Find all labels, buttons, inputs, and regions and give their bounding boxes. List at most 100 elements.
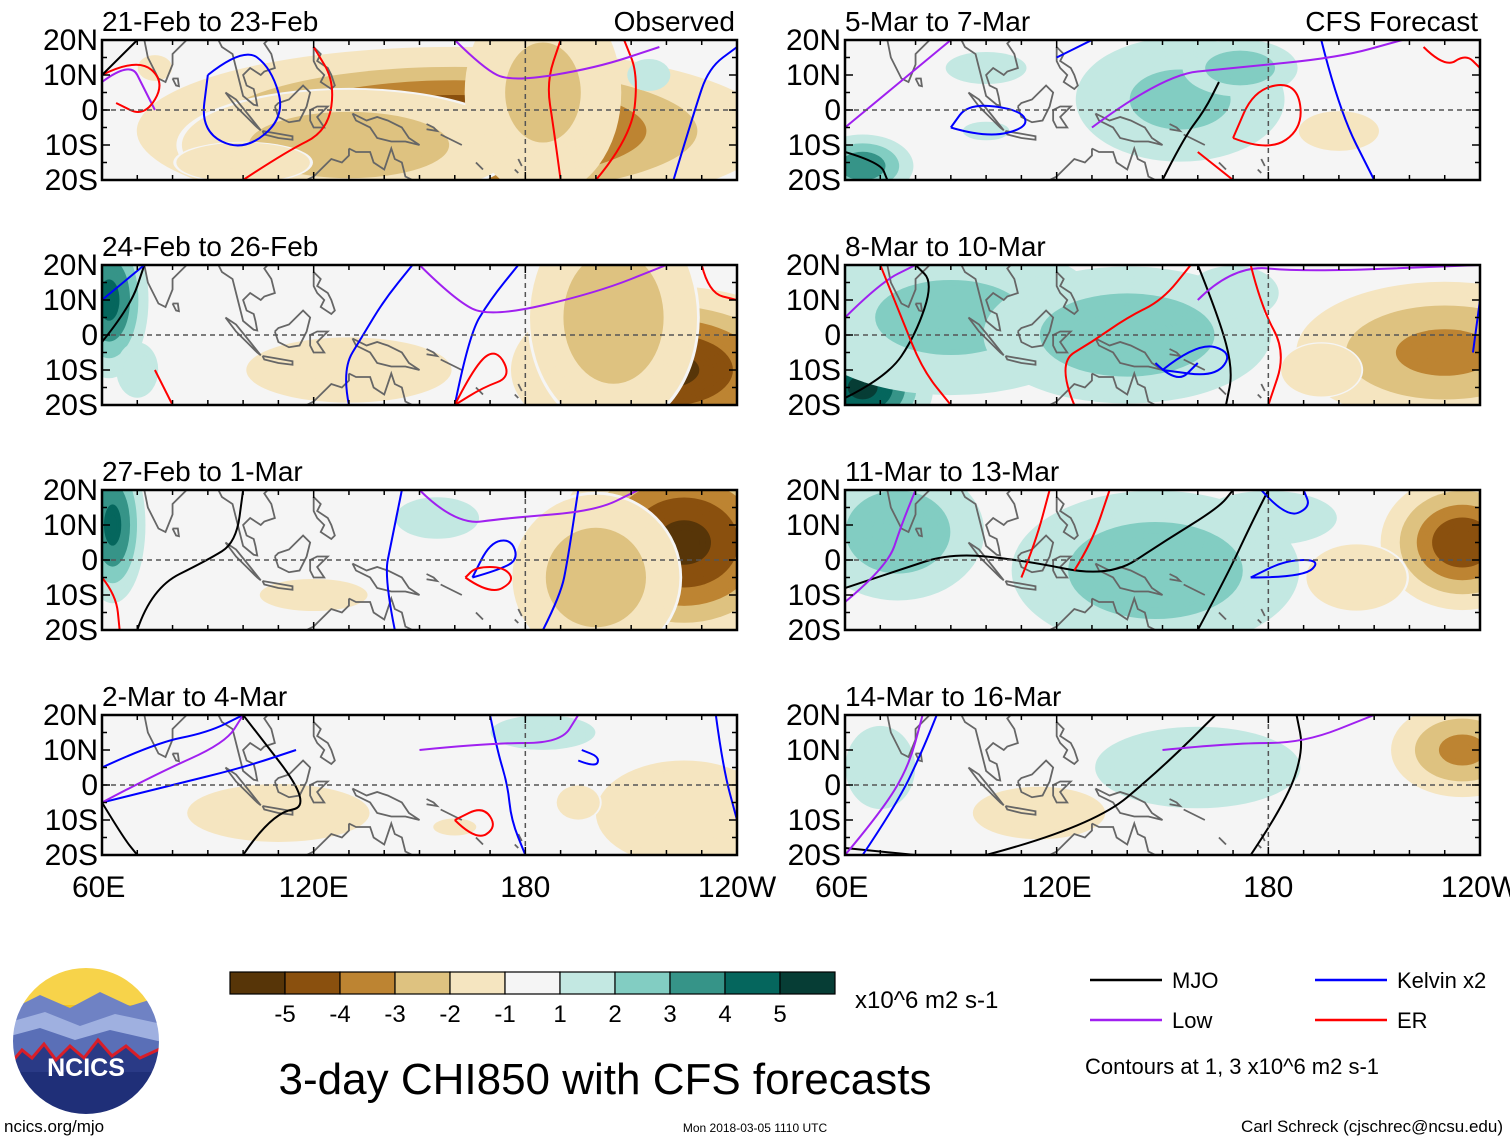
- coastline: [309, 105, 330, 129]
- colorbar-tick-label: -3: [384, 1001, 405, 1028]
- contour-line: [1250, 558, 1317, 579]
- contour-line: [845, 40, 952, 129]
- coastline: [143, 715, 189, 759]
- coastline: [475, 836, 484, 846]
- contour-line: [595, 40, 637, 180]
- coastline: [1091, 820, 1156, 855]
- contour-line: [1249, 265, 1282, 405]
- colorbar-tick-label: -2: [439, 1001, 460, 1028]
- contour-line: [714, 715, 737, 821]
- y-tick-label: 20S: [788, 614, 841, 647]
- coastline: [1260, 158, 1266, 167]
- y-tick-label: 0: [824, 769, 841, 802]
- coastline: [960, 715, 1019, 782]
- coastline: [314, 473, 318, 484]
- contour-line: [672, 46, 737, 180]
- contour-line: [1196, 265, 1232, 405]
- contour-line: [489, 715, 527, 855]
- x-tick-label: 120W: [1441, 871, 1510, 904]
- coastline: [1094, 787, 1163, 821]
- coastline: [312, 46, 336, 91]
- coastline: [1218, 836, 1227, 846]
- contour-line: [547, 40, 562, 180]
- colorbar: -5 -4 -3 -2 -1 1 2 3 4 5: [229, 971, 836, 1028]
- coastline: [1004, 130, 1037, 141]
- line-legend: MJO Kelvin x2 Low ER: [1090, 968, 1486, 1033]
- coastlines: [143, 715, 523, 855]
- coastline: [348, 145, 413, 180]
- contour-line: [845, 490, 917, 603]
- coastline: [1169, 573, 1183, 583]
- contour-line: [202, 53, 282, 147]
- coastline: [426, 348, 440, 358]
- coastlines: [886, 715, 1266, 855]
- coastline: [1047, 598, 1093, 630]
- coastline: [1017, 534, 1055, 574]
- panel-title: 24-Feb to 26-Feb: [102, 231, 318, 262]
- contour-line: [700, 265, 737, 301]
- heatmap-field: [102, 40, 737, 180]
- y-tick-label: 0: [824, 94, 841, 127]
- colorbar-swatch: [559, 971, 616, 995]
- coastline: [475, 611, 484, 621]
- y-tick-label: 20N: [43, 699, 98, 732]
- colorbar-swatch: [724, 971, 781, 995]
- contour-line: [1320, 40, 1376, 180]
- x-tick-label: 60E: [815, 871, 868, 904]
- y-tick-label: 10N: [786, 734, 841, 767]
- heatmap-field: [102, 473, 737, 630]
- coastline: [1057, 23, 1061, 34]
- colorbar-swatch: [504, 971, 561, 995]
- legend-label: Kelvin x2: [1397, 968, 1486, 993]
- panel-header: Observed: [614, 6, 735, 37]
- contour-line: [385, 490, 403, 630]
- coastline: [274, 534, 312, 574]
- coastline: [217, 265, 276, 332]
- coastline: [261, 355, 294, 366]
- coastline: [960, 490, 1019, 557]
- x-tick-label: 180: [500, 871, 550, 904]
- heatmap-field: [845, 715, 1480, 855]
- y-tick-label: 20S: [788, 389, 841, 422]
- coastline: [312, 496, 336, 541]
- heatmap-field: [845, 23, 1480, 180]
- coastline: [351, 112, 420, 146]
- heatmap-field: [102, 265, 737, 405]
- y-tick-label: 0: [81, 769, 98, 802]
- coastline: [517, 158, 523, 167]
- contour-line: [845, 490, 1234, 589]
- x-tick-label: 120E: [279, 871, 349, 904]
- panel-title: 21-Feb to 23-Feb: [102, 6, 318, 37]
- coastlines: [143, 473, 523, 630]
- coastline: [274, 759, 312, 799]
- colorbar-swatch: [669, 971, 726, 995]
- contour-line: [1073, 490, 1111, 572]
- heatmap-field: [845, 490, 1480, 630]
- x-tick-label: 180: [1243, 871, 1293, 904]
- coastline: [1218, 386, 1227, 396]
- y-tick-label: 10S: [788, 804, 841, 837]
- y-tick-label: 10S: [788, 354, 841, 387]
- colorbar-tick-label: 2: [608, 1001, 621, 1028]
- coastline: [171, 752, 180, 763]
- coastline: [274, 84, 312, 124]
- coastline: [143, 40, 189, 84]
- coastline: [1260, 383, 1266, 392]
- y-tick-label: 10S: [788, 129, 841, 162]
- coastline: [426, 123, 440, 133]
- panel-title: 11-Mar to 13-Mar: [845, 456, 1059, 487]
- coastline: [217, 490, 276, 557]
- coastline: [348, 370, 413, 405]
- coastline: [914, 527, 923, 538]
- coastline: [426, 798, 440, 808]
- coastline: [517, 833, 523, 842]
- y-tick-label: 20S: [788, 839, 841, 872]
- coastline: [960, 40, 1019, 107]
